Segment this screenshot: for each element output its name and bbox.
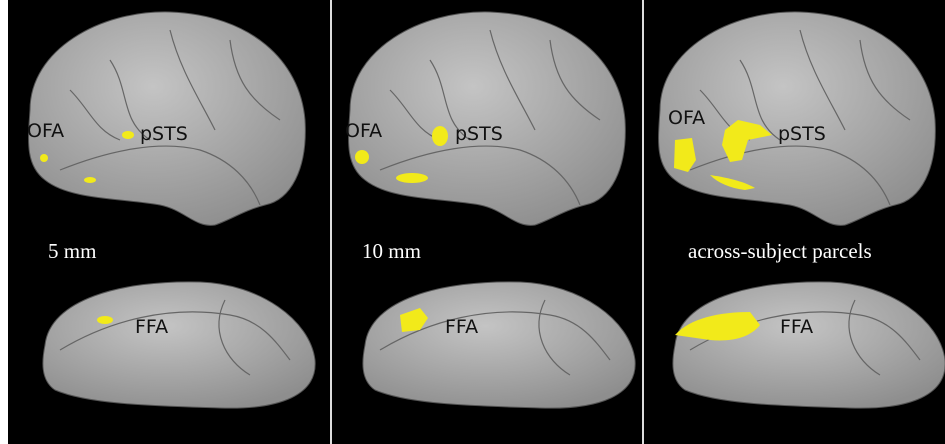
region-label: FFA	[780, 316, 813, 338]
region-label: OFA	[345, 120, 382, 142]
caption: across-subject parcels	[688, 239, 872, 263]
region-label: OFA	[668, 107, 705, 129]
caption: 5 mm	[48, 239, 96, 263]
region-label: OFA	[27, 120, 64, 142]
caption: 10 mm	[362, 239, 421, 263]
figure: OFA pSTS FFA 5 mm OFA pSTS FFA 10 mm OFA…	[0, 0, 945, 444]
region-label: pSTS	[455, 123, 503, 145]
region-label: FFA	[135, 316, 168, 338]
region-label: pSTS	[140, 123, 188, 145]
region-label: pSTS	[778, 123, 826, 145]
region-label: FFA	[445, 316, 478, 338]
